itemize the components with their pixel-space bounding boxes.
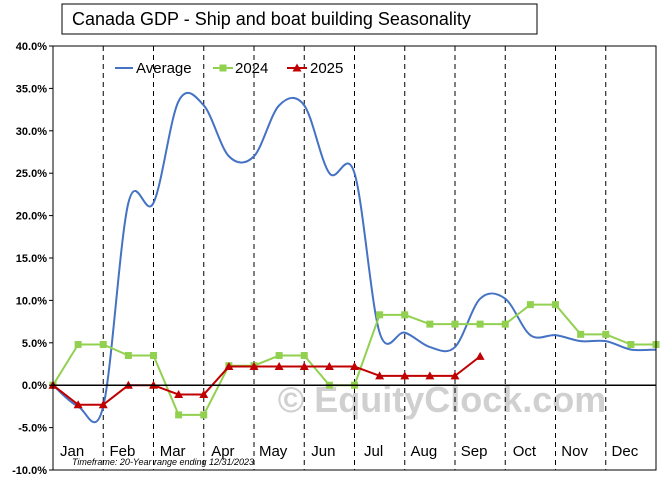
data-point-2025 <box>73 400 83 409</box>
data-point-2025 <box>324 362 334 371</box>
timeframe-footnote: Timeframe: 20-Year range ending 12/31/20… <box>72 457 254 467</box>
y-tick-label: 15.0% <box>16 253 47 265</box>
y-tick-label: 5.0% <box>22 338 47 350</box>
legend-2024-label: 2024 <box>235 60 268 77</box>
x-tick-label: Dec <box>612 443 639 460</box>
x-tick-label: Sep <box>461 443 488 460</box>
grid-layer <box>102 46 607 470</box>
data-point-2024 <box>577 330 585 338</box>
data-point-2025 <box>274 362 284 371</box>
y-tick-label: 25.0% <box>16 168 47 180</box>
legend-2024-marker <box>219 64 227 72</box>
y-tick-label: 20.0% <box>16 211 47 223</box>
data-point-2024 <box>627 340 635 348</box>
legend-2025-marker <box>292 63 302 72</box>
title-box <box>61 3 538 35</box>
y-tick-label: -5.0% <box>18 423 47 435</box>
data-point-2024 <box>150 352 157 360</box>
x-tick-label: Aug <box>411 443 438 460</box>
data-point-2025 <box>400 371 410 380</box>
data-point-2025 <box>475 351 485 360</box>
data-point-2024 <box>74 340 82 348</box>
x-tick-label: Mar <box>160 443 186 460</box>
x-tick-label: Jul <box>364 443 383 460</box>
data-point-2024 <box>99 340 107 348</box>
data-point-2024 <box>376 311 384 319</box>
x-tick-label: Feb <box>109 443 135 460</box>
legend-2025-label: 2025 <box>310 60 343 77</box>
plot-area-border <box>52 45 657 471</box>
data-point-2024 <box>476 320 484 328</box>
data-point-2024 <box>602 330 610 338</box>
y-tick-label: 35.0% <box>16 83 47 95</box>
data-point-2025 <box>375 371 385 380</box>
y-tick-label: 40.0% <box>16 41 47 53</box>
data-point-2024 <box>200 411 208 419</box>
x-tick-label: Oct <box>513 443 537 460</box>
x-tick-label: Apr <box>211 443 234 460</box>
data-point-2025 <box>425 371 435 380</box>
data-point-2024 <box>124 352 132 360</box>
y-tick-label: -10.0% <box>12 465 47 477</box>
x-tick-label: Jun <box>311 443 335 460</box>
data-point-2024 <box>275 352 283 360</box>
data-point-2024 <box>501 320 509 328</box>
chart-title: Canada GDP - Ship and boat building Seas… <box>72 9 471 29</box>
data-point-2024 <box>426 320 434 328</box>
legend: Average 2024 2025 <box>115 60 343 77</box>
data-point-2025 <box>299 362 309 371</box>
data-point-2025 <box>224 362 234 371</box>
y-tick-label: 0.0% <box>22 380 47 392</box>
data-point-2025 <box>450 371 460 380</box>
series-line-average <box>52 91 657 424</box>
data-point-2024 <box>526 301 534 309</box>
data-point-2024 <box>300 352 308 360</box>
x-tick-label: May <box>259 443 288 460</box>
x-tick-label: Jan <box>60 443 84 460</box>
data-point-2025 <box>199 390 209 399</box>
data-point-2024 <box>401 311 409 319</box>
data-point-2025 <box>350 362 359 371</box>
data-point-2024 <box>175 411 183 419</box>
y-tick-label: 10.0% <box>16 295 47 307</box>
data-point-2024 <box>552 301 559 309</box>
data-point-2024 <box>451 320 459 328</box>
axis-layer: 40.0% 35.0% 30.0% 25.0% 20.0% 15.0% 10.0% 5.0% 0… <box>12 41 656 477</box>
x-tick-label: Nov <box>561 443 588 460</box>
data-point-2025 <box>98 400 108 409</box>
data-point-2025 <box>174 390 184 399</box>
legend-average-label: Average <box>136 60 192 77</box>
data-point-2025 <box>249 362 259 371</box>
y-tick-label: 30.0% <box>16 126 47 138</box>
